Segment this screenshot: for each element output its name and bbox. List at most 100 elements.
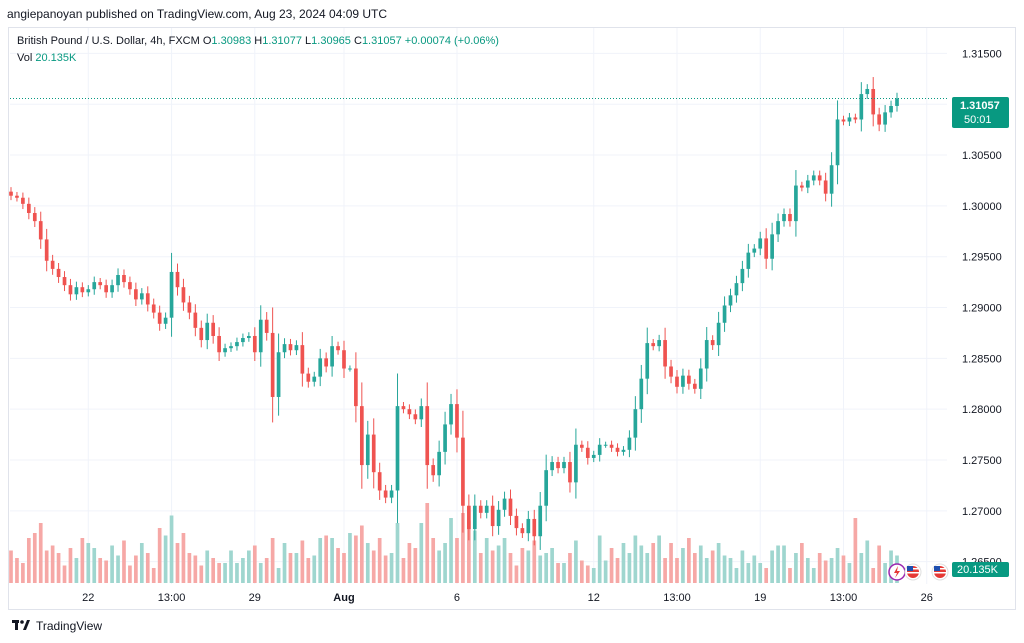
volume-bar — [247, 550, 251, 583]
volume-value: 20.135K — [35, 52, 77, 64]
volume-bar — [568, 553, 572, 583]
legend-volume-row: Vol 20.135K — [17, 50, 499, 67]
candle-body — [663, 340, 667, 367]
candle-body — [508, 498, 513, 516]
candle-body — [752, 248, 757, 253]
symbol-title: British Pound / U.S. Dollar, 4h, FXCM — [17, 35, 200, 47]
candle-body — [758, 238, 763, 249]
volume-bar — [199, 565, 204, 583]
candle-body — [455, 404, 459, 438]
volume-bar — [26, 538, 31, 583]
volume-bar — [675, 558, 679, 583]
volume-bar — [205, 550, 210, 583]
candle-body — [645, 343, 650, 379]
candle-body — [734, 283, 739, 296]
candle-body — [276, 352, 281, 397]
volume-bar — [639, 545, 644, 583]
bar-countdown: 50:01 — [964, 114, 992, 126]
volume-bar — [312, 555, 317, 583]
candle-body — [722, 305, 727, 323]
volume-bar — [306, 558, 311, 583]
volume-bar — [645, 553, 650, 583]
candle-body — [157, 312, 162, 324]
time-tick-label: 6 — [454, 592, 460, 604]
candle-body — [800, 185, 804, 188]
volume-bar — [348, 533, 352, 583]
volume-bar — [134, 555, 138, 583]
time-tick-label: 13:00 — [830, 592, 858, 604]
change-value: +0.00074 (+0.06%) — [404, 35, 499, 47]
high-label: H — [254, 35, 263, 47]
time-tick-label: 22 — [82, 592, 94, 604]
candle-body — [175, 271, 180, 288]
candle-body — [270, 332, 275, 397]
volume-bar — [692, 553, 697, 583]
last-price-badge[interactable]: 1.31057 50:01 — [952, 97, 1009, 128]
candle-body — [585, 447, 590, 458]
volume-bar — [472, 530, 477, 583]
candle-body — [74, 287, 79, 295]
candle-body — [145, 293, 150, 305]
volume-label: Vol — [17, 52, 33, 64]
candle-body — [288, 344, 293, 351]
event-icons[interactable] — [888, 563, 949, 581]
price-candles — [9, 77, 899, 550]
volume-bar — [395, 523, 400, 583]
volume-bar — [657, 535, 661, 583]
candle-body — [609, 444, 614, 448]
candle-body — [871, 88, 876, 115]
candle-body — [128, 282, 132, 290]
volume-bar — [865, 540, 870, 583]
volume-bar — [538, 555, 543, 583]
price-tick-label: 1.28000 — [962, 404, 1002, 416]
volume-bar — [853, 518, 858, 583]
candle-body — [603, 444, 608, 446]
candle-body — [15, 195, 19, 198]
high-value: 1.31077 — [262, 35, 302, 47]
tradingview-logo-icon — [12, 620, 30, 630]
volume-bar — [50, 545, 55, 583]
volume-bar — [490, 550, 495, 583]
candle-body — [116, 274, 120, 286]
candle-body — [181, 287, 186, 303]
grid-lines — [10, 28, 947, 584]
candle-body — [211, 322, 216, 336]
volume-bar — [704, 558, 709, 583]
volume-bar — [467, 520, 471, 583]
volume-bar — [574, 540, 578, 583]
volume-bar — [591, 568, 596, 583]
volume-bar — [788, 568, 792, 583]
volume-bar — [651, 543, 656, 583]
volume-bar — [609, 548, 614, 583]
candle-body — [532, 518, 537, 537]
volume-bar — [354, 535, 358, 583]
volume-bar — [752, 555, 757, 583]
volume-bar — [62, 565, 67, 583]
candle-body — [264, 319, 269, 333]
candle-body — [877, 114, 882, 125]
volume-bar — [235, 563, 239, 583]
volume-bar — [217, 563, 221, 583]
candle-body — [692, 383, 697, 389]
candle-body — [681, 375, 685, 387]
candle-body — [728, 295, 733, 306]
footer-brand[interactable]: TradingView — [12, 619, 102, 633]
volume-bar — [532, 540, 537, 583]
volume-bar — [258, 563, 263, 583]
candle-body — [354, 368, 358, 407]
volume-bar — [169, 515, 174, 583]
price-tick-label: 1.28500 — [962, 353, 1002, 365]
candle-body — [520, 528, 525, 534]
candle-body — [437, 451, 441, 476]
candle-body — [9, 191, 13, 196]
candle-body — [770, 234, 774, 259]
candle-body — [431, 465, 436, 476]
volume-bar — [419, 523, 424, 583]
volume-bar — [365, 543, 370, 583]
candle-body — [330, 346, 334, 367]
volume-bar — [241, 558, 245, 583]
volume-bar — [377, 538, 382, 583]
volume-bar — [722, 555, 727, 583]
volume-bar — [431, 538, 436, 583]
